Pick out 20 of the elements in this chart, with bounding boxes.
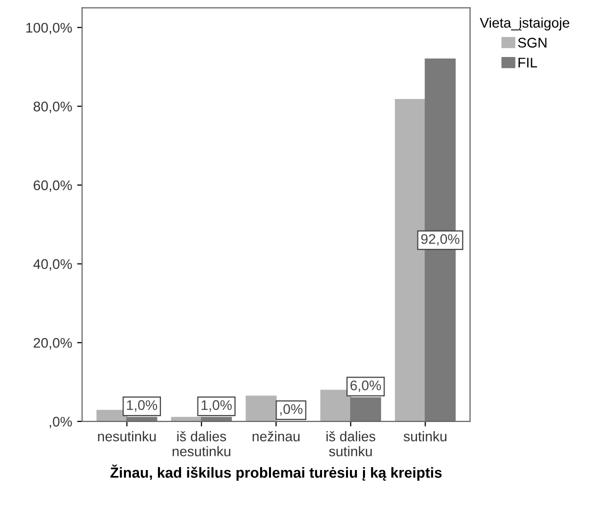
y-tick-label: 20,0%: [34, 338, 72, 350]
y-tick-label: 60,0%: [34, 180, 72, 192]
data-label: 6,0%: [350, 380, 381, 392]
y-tick-label: 80,0%: [34, 102, 72, 114]
legend-label: FIL: [518, 58, 538, 68]
data-label: 1,0%: [127, 400, 158, 412]
y-tick-label: ,0%: [50, 416, 72, 428]
x-tick-label: nežinau: [252, 431, 300, 442]
y-tick-label: 40,0%: [33, 259, 72, 271]
data-label: 1,0%: [202, 400, 232, 412]
data-label: ,0%: [280, 404, 302, 416]
x-tick-label: iš dalies nesutinku: [172, 431, 230, 456]
x-tick-label: sutinku: [404, 431, 446, 442]
y-tick-label: 100,0%: [26, 22, 72, 34]
x-tick-label: nesutinku: [98, 431, 156, 442]
legend-label: SGN: [518, 38, 546, 48]
data-label: 92,0%: [421, 234, 460, 246]
x-tick-label: iš dalies sutinku: [326, 431, 376, 456]
x-axis-title: Žinau, kad iškilus problemai turėsiu į ką kreiptis: [110, 464, 442, 481]
legend-title: Vieta_įstaigoje: [480, 18, 570, 30]
